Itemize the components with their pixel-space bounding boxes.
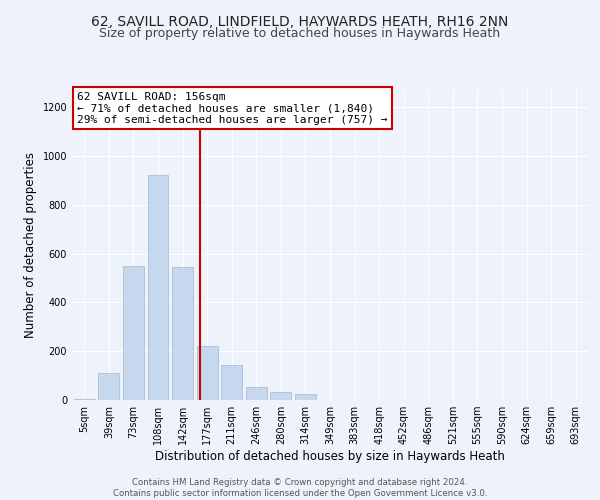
X-axis label: Distribution of detached houses by size in Haywards Heath: Distribution of detached houses by size …	[155, 450, 505, 463]
Bar	[246, 388, 267, 400]
Y-axis label: Number of detached properties: Number of detached properties	[24, 152, 37, 338]
Bar	[221, 364, 242, 400]
Bar	[148, 176, 169, 400]
Bar	[172, 267, 193, 400]
Bar	[123, 266, 144, 400]
Bar	[295, 394, 316, 400]
Text: Size of property relative to detached houses in Haywards Heath: Size of property relative to detached ho…	[100, 28, 500, 40]
Text: 62 SAVILL ROAD: 156sqm
← 71% of detached houses are smaller (1,840)
29% of semi-: 62 SAVILL ROAD: 156sqm ← 71% of detached…	[77, 92, 388, 124]
Text: 62, SAVILL ROAD, LINDFIELD, HAYWARDS HEATH, RH16 2NN: 62, SAVILL ROAD, LINDFIELD, HAYWARDS HEA…	[91, 15, 509, 29]
Text: Contains HM Land Registry data © Crown copyright and database right 2024.
Contai: Contains HM Land Registry data © Crown c…	[113, 478, 487, 498]
Bar	[98, 373, 119, 400]
Bar	[197, 346, 218, 400]
Bar	[271, 392, 292, 400]
Bar	[74, 399, 95, 400]
